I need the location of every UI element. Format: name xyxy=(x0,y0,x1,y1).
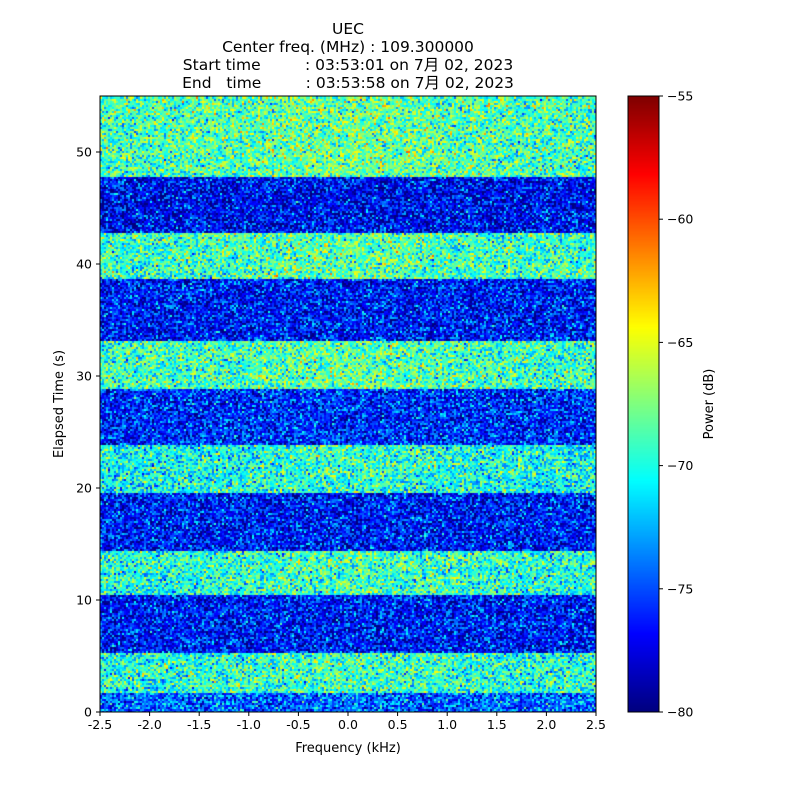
spectrogram-heatmap xyxy=(100,96,596,712)
plot-frame xyxy=(99,95,597,713)
y-tick-label: 30 xyxy=(76,369,92,384)
x-tick-label: 2.0 xyxy=(536,717,556,732)
x-tick-label: -1.0 xyxy=(237,717,261,732)
x-tick-label: 1.0 xyxy=(437,717,457,732)
y-tick-label: 0 xyxy=(84,705,92,720)
x-axis-label: Frequency (kHz) xyxy=(295,741,401,756)
colorbar-tick-label: −75 xyxy=(667,581,693,596)
x-tick-label: -1.5 xyxy=(187,717,211,732)
title-line-start-time: Start time : 03:53:01 on 7月 02, 2023 xyxy=(182,56,514,74)
y-axis: 0 10 20 30 40 50 xyxy=(76,145,100,720)
chart-title: UEC Center freq. (MHz) : 109.300000 Star… xyxy=(98,20,598,92)
colorbar-tick-label: −60 xyxy=(667,212,693,227)
y-tick-label: 50 xyxy=(76,145,92,160)
colorbar-tick-label: −80 xyxy=(667,705,693,720)
colorbar-tick-label: −70 xyxy=(667,458,693,473)
y-tick-label: 40 xyxy=(76,257,92,272)
x-tick-label: -0.5 xyxy=(286,717,310,732)
x-tick-label: 0.5 xyxy=(388,717,408,732)
colorbar-tick-label: −55 xyxy=(667,89,693,104)
x-axis: -2.5 -2.0 -1.5 -1.0 -0.5 0.0 0.5 1.0 1.5 2.0 2.5 xyxy=(88,712,606,732)
x-tick-label: 1.5 xyxy=(487,717,507,732)
y-tick-label: 20 xyxy=(76,481,92,496)
colorbar-label: Power (dB) xyxy=(702,369,717,440)
colorbar-gradient xyxy=(628,96,659,712)
colorbar-frame xyxy=(627,95,660,713)
title-line-app: UEC xyxy=(332,20,364,38)
x-tick-label: 2.5 xyxy=(586,717,606,732)
x-tick-label: 0.0 xyxy=(338,717,358,732)
y-axis-label: Elapsed Time (s) xyxy=(52,350,67,458)
x-tick-label: -2.5 xyxy=(88,717,112,732)
title-line-end-time: End time : 03:53:58 on 7月 02, 2023 xyxy=(182,74,514,92)
title-line-center-freq: Center freq. (MHz) : 109.300000 xyxy=(222,38,474,56)
x-tick-label: -2.0 xyxy=(137,717,161,732)
y-tick-label: 10 xyxy=(76,593,92,608)
colorbar-axis: −80 −75 −70 −65 −60 −55 xyxy=(659,89,693,720)
colorbar-tick-label: −65 xyxy=(667,335,693,350)
